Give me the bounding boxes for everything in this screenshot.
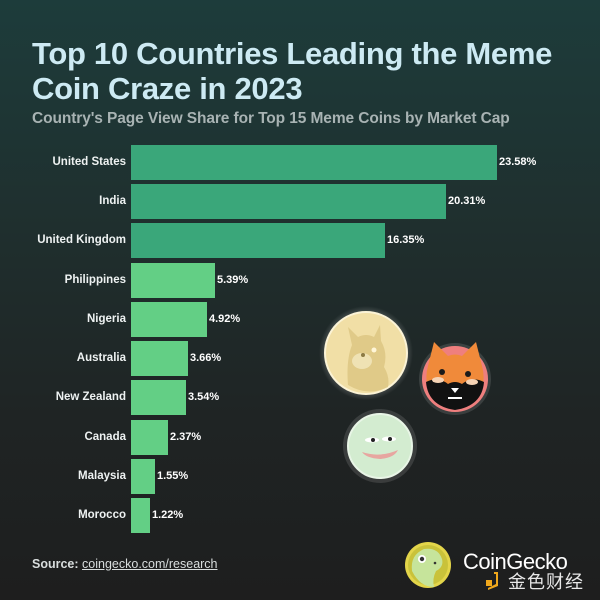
bar — [131, 184, 446, 219]
bar — [131, 302, 207, 337]
value-label: 20.31% — [448, 195, 486, 207]
value-label: 4.92% — [209, 313, 241, 325]
dogecoin-icon — [319, 306, 413, 400]
category-label: United Kingdom — [37, 234, 126, 246]
coingecko-logo-icon — [405, 542, 451, 588]
chart-subtitle: Country's Page View Share for Top 15 Mem… — [32, 110, 510, 127]
value-label: 2.37% — [170, 431, 202, 443]
source-note: Source: coingecko.com/research — [32, 557, 218, 571]
coingecko-brand: CoinGecko — [463, 549, 568, 574]
value-label: 23.58% — [499, 156, 537, 168]
value-label: 3.54% — [188, 391, 220, 403]
value-label: 1.55% — [157, 470, 189, 482]
bar — [131, 498, 150, 533]
bar-row: New Zealand 3.54% — [0, 380, 600, 415]
bar — [131, 459, 155, 494]
source-link[interactable]: coingecko.com/research — [82, 557, 218, 571]
bar-row: United States 23.58% — [0, 145, 600, 180]
bar — [131, 341, 188, 376]
category-label: New Zealand — [55, 391, 126, 403]
source-label: Source: — [32, 557, 79, 571]
value-label: 5.39% — [217, 274, 249, 286]
value-label: 1.22% — [152, 509, 184, 521]
value-label: 3.66% — [190, 352, 222, 364]
pepe-icon — [343, 409, 417, 483]
chart-title: Top 10 Countries Leading the Meme Coin C… — [32, 36, 553, 106]
bar-row: Philippines 5.39% — [0, 263, 600, 298]
bar — [131, 380, 186, 415]
bar-row: United Kingdom 16.35% — [0, 223, 600, 258]
bar-row: Australia 3.66% — [0, 341, 600, 376]
category-label: Malaysia — [78, 470, 126, 482]
category-label: Philippines — [64, 274, 126, 286]
category-label: India — [99, 195, 126, 207]
category-label: Australia — [76, 352, 126, 364]
category-label: Canada — [84, 431, 126, 443]
shiba-inu-icon — [419, 342, 491, 415]
bar-row: Morocco 1.22% — [0, 498, 600, 533]
bar — [131, 263, 215, 298]
watermark-logo-icon — [486, 572, 498, 590]
bar-row: Nigeria 4.92% — [0, 302, 600, 337]
bar-row: India 20.31% — [0, 184, 600, 219]
category-label: Morocco — [78, 509, 126, 521]
value-label: 16.35% — [387, 234, 425, 246]
category-label: Nigeria — [87, 313, 126, 325]
watermark-text: 金色财经 — [508, 572, 584, 593]
bar — [131, 223, 385, 258]
bar-row: Canada 2.37% — [0, 420, 600, 455]
bar — [131, 145, 497, 180]
bar-row: Malaysia 1.55% — [0, 459, 600, 494]
bar — [131, 420, 168, 455]
category-label: United States — [52, 156, 127, 168]
